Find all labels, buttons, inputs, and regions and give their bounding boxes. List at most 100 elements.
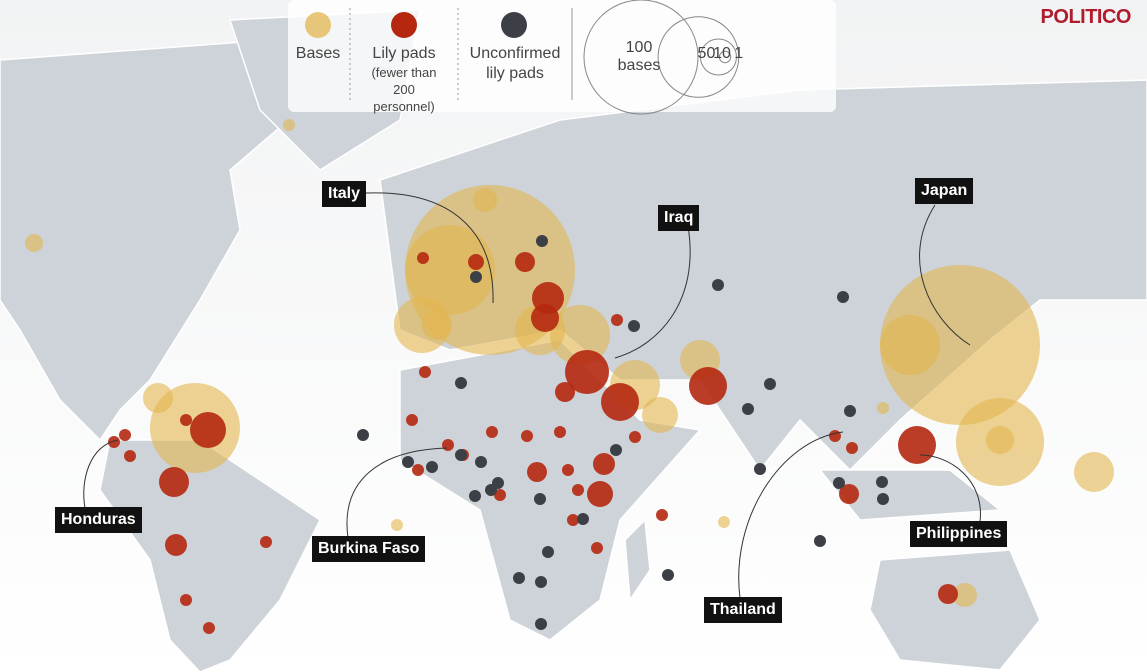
size-value: 50	[697, 45, 716, 62]
unconfirmed-marker	[662, 569, 674, 581]
lily-pad-marker	[494, 489, 506, 501]
base-marker	[877, 402, 889, 414]
base-marker	[422, 310, 452, 340]
base-marker	[1074, 452, 1114, 492]
leader-lines	[83, 192, 981, 599]
lily-pad-marker	[611, 314, 623, 326]
base-marker	[143, 383, 173, 413]
legend-label: Bases	[295, 45, 341, 62]
lily-pad-marker	[839, 484, 859, 504]
unconfirmed-marker	[833, 477, 845, 489]
lily-pad-marker	[562, 464, 574, 476]
lily-pad-marker	[565, 350, 609, 394]
base-marker	[391, 519, 403, 531]
base-marker	[953, 583, 977, 607]
lily-pad-marker	[567, 514, 579, 526]
lily-pad-marker	[108, 436, 120, 448]
brand: POLITICO	[1040, 6, 1132, 28]
lily-pad-marker	[486, 426, 498, 438]
unconfirmed-marker	[455, 377, 467, 389]
unconfirmed-marker	[536, 235, 548, 247]
base-marker	[642, 397, 678, 433]
lily-pad-marker	[124, 450, 136, 462]
size-label: 10	[713, 45, 731, 63]
legend-label: Unconfirmed lily pads	[469, 45, 561, 82]
unconfirmed-marker	[712, 279, 724, 291]
size-value: 100	[625, 39, 653, 56]
callout: Italy	[322, 181, 367, 207]
size-circle	[657, 16, 740, 98]
size-circle	[718, 50, 732, 64]
legend-swatch	[305, 12, 331, 38]
unconfirmed-marker	[535, 576, 547, 588]
lily-pad-marker	[591, 542, 603, 554]
unconfirmed-marker	[470, 271, 482, 283]
lily-pad-marker	[554, 426, 566, 438]
lily-pad-marker	[689, 367, 727, 405]
lily-pad-marker	[515, 252, 535, 272]
unconfirmed-marker	[513, 572, 525, 584]
base-marker	[986, 426, 1014, 454]
lily-pad-marker	[468, 254, 484, 270]
legend-note: (fewer than 200 personnel)	[371, 65, 437, 114]
callout: Burkina Faso	[312, 536, 426, 562]
unconfirmed-marker	[542, 546, 554, 558]
lily-pad-marker	[629, 431, 641, 443]
base-marker	[25, 234, 43, 252]
unconfirmed-marker	[742, 403, 754, 415]
lily-pad-marker	[555, 382, 575, 402]
callout: Japan	[915, 178, 974, 204]
size-label: 100 bases	[618, 39, 661, 75]
base-marker	[473, 188, 497, 212]
lily-pad-marker	[180, 414, 192, 426]
legend-swatch	[391, 12, 417, 38]
unconfirmed-marker	[402, 456, 414, 468]
lily-pad-marker	[572, 484, 584, 496]
size-value: 10	[713, 45, 731, 62]
unconfirmed-marker	[534, 493, 546, 505]
lily-pad-marker	[119, 429, 131, 441]
lily-pad-marker	[442, 439, 454, 451]
lily-pad-marker	[165, 534, 187, 556]
callout: Philippines	[910, 521, 1008, 547]
unconfirmed-marker	[628, 320, 640, 332]
base-marker	[880, 315, 940, 375]
lily-pad-marker	[531, 304, 559, 332]
size-circle	[583, 0, 699, 115]
unconfirmed-marker	[876, 476, 888, 488]
unconfirmed-marker	[814, 535, 826, 547]
unconfirmed-marker	[455, 449, 467, 461]
legend-panel	[288, 0, 836, 112]
lily-pad-marker	[587, 481, 613, 507]
unconfirmed-marker	[426, 461, 438, 473]
callout: Thailand	[704, 597, 782, 623]
lily-pad-marker	[417, 252, 429, 264]
lily-pad-marker	[846, 442, 858, 454]
base-marker	[283, 119, 295, 131]
unconfirmed-marker	[754, 463, 766, 475]
unconfirmed-marker	[475, 456, 487, 468]
base-marker	[405, 225, 495, 315]
size-value: 1	[734, 45, 744, 62]
unconfirmed-marker	[610, 444, 622, 456]
base-marker	[718, 516, 730, 528]
lily-pad-marker	[527, 462, 547, 482]
lily-pad-marker	[593, 453, 615, 475]
lily-pad-marker	[829, 430, 841, 442]
lily-pad-marker	[938, 584, 958, 604]
unconfirmed-marker	[485, 484, 497, 496]
lily-pad-marker	[180, 594, 192, 606]
size-unit: bases	[617, 57, 661, 74]
lily-pad-marker	[159, 467, 189, 497]
legend-text: Lily pads	[372, 45, 436, 62]
lily-pad-marker	[406, 414, 418, 426]
size-circle	[699, 38, 737, 76]
legend-swatch	[501, 12, 527, 38]
base-marker	[880, 265, 1040, 425]
lily-pad-marker	[203, 622, 215, 634]
lily-pad-marker	[601, 383, 639, 421]
lily-pad-marker	[419, 366, 431, 378]
unconfirmed-marker	[469, 490, 481, 502]
